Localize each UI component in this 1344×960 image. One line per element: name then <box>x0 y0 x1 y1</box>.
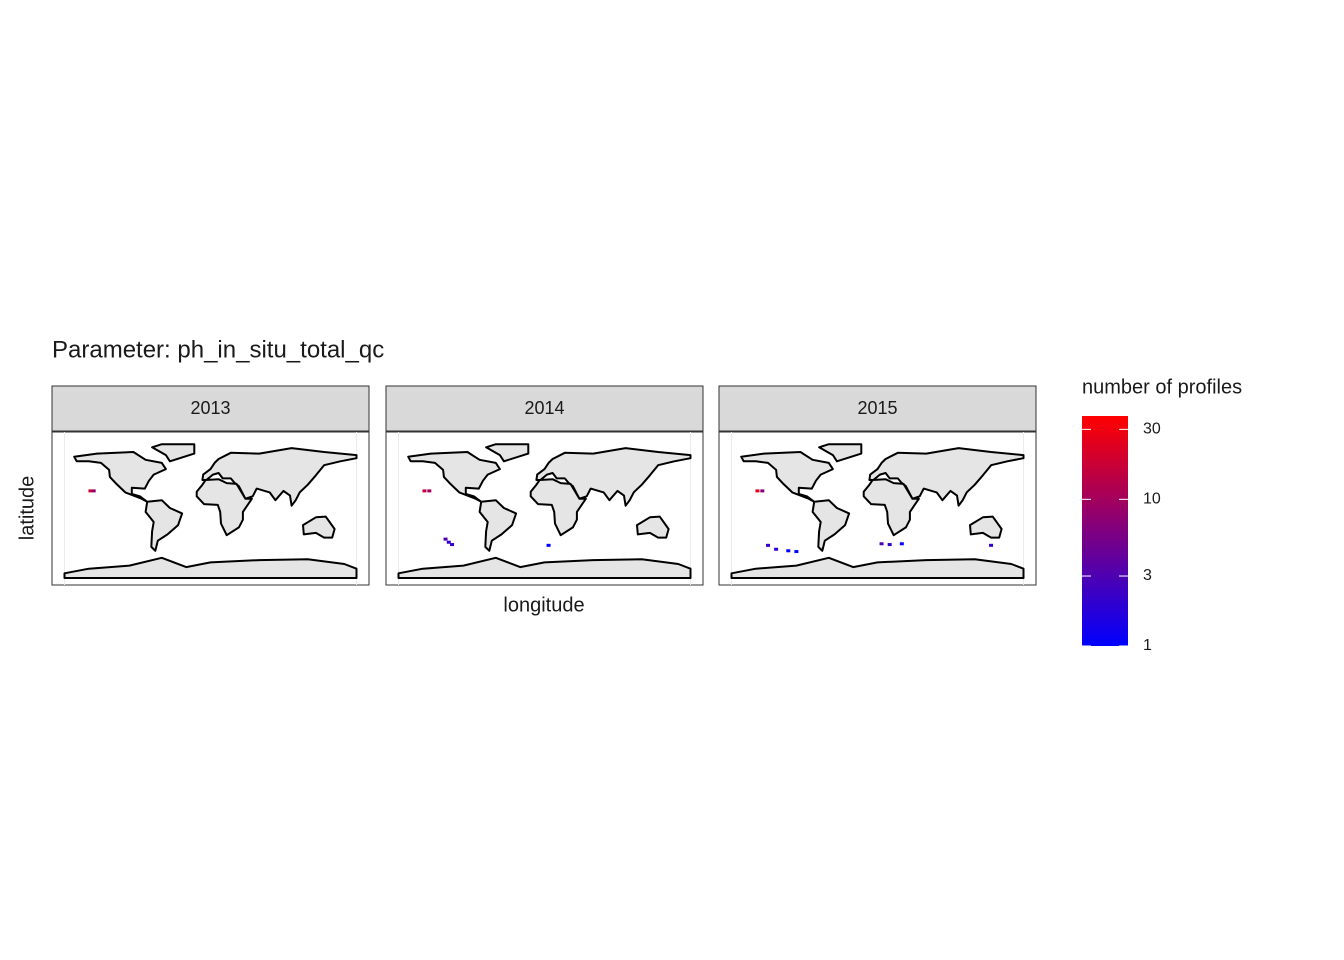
facet-strip <box>718 385 1037 432</box>
data-cell <box>794 550 799 554</box>
data-cell <box>760 489 765 493</box>
data-cell <box>446 540 451 544</box>
land <box>730 443 1025 579</box>
colorbar <box>1082 416 1128 646</box>
land <box>63 443 358 579</box>
y-axis-label: latitude <box>16 476 38 541</box>
data-cell <box>887 543 892 547</box>
data-cell <box>899 542 904 546</box>
data-cell <box>989 543 994 547</box>
land <box>397 443 692 579</box>
legend-tick-label: 10 <box>1143 491 1161 508</box>
legend-tick-label: 1 <box>1143 637 1152 654</box>
data-cell <box>879 542 884 546</box>
x-axis-label: longitude <box>503 594 584 616</box>
data-cell <box>450 543 455 547</box>
data-cell <box>546 543 551 547</box>
chart-title: Parameter: ph_in_situ_total_qc <box>52 336 384 363</box>
data-cell <box>88 489 93 493</box>
legend-tick-label: 30 <box>1143 421 1161 438</box>
data-cell <box>766 543 770 547</box>
facet-label: 2015 <box>857 398 897 418</box>
data-cell <box>774 547 779 551</box>
data-cell <box>786 549 791 553</box>
facet-strip <box>51 385 370 432</box>
data-cell <box>443 537 448 541</box>
data-cell <box>427 489 432 493</box>
legend-tick-label: 3 <box>1143 567 1152 584</box>
facet-strip <box>385 385 704 432</box>
data-cell <box>422 489 427 493</box>
legend-title: number of profiles <box>1082 376 1242 398</box>
facet-label: 2014 <box>524 398 564 418</box>
facet-label: 2013 <box>190 398 230 418</box>
data-cell <box>755 489 760 493</box>
data-cell <box>91 489 96 493</box>
